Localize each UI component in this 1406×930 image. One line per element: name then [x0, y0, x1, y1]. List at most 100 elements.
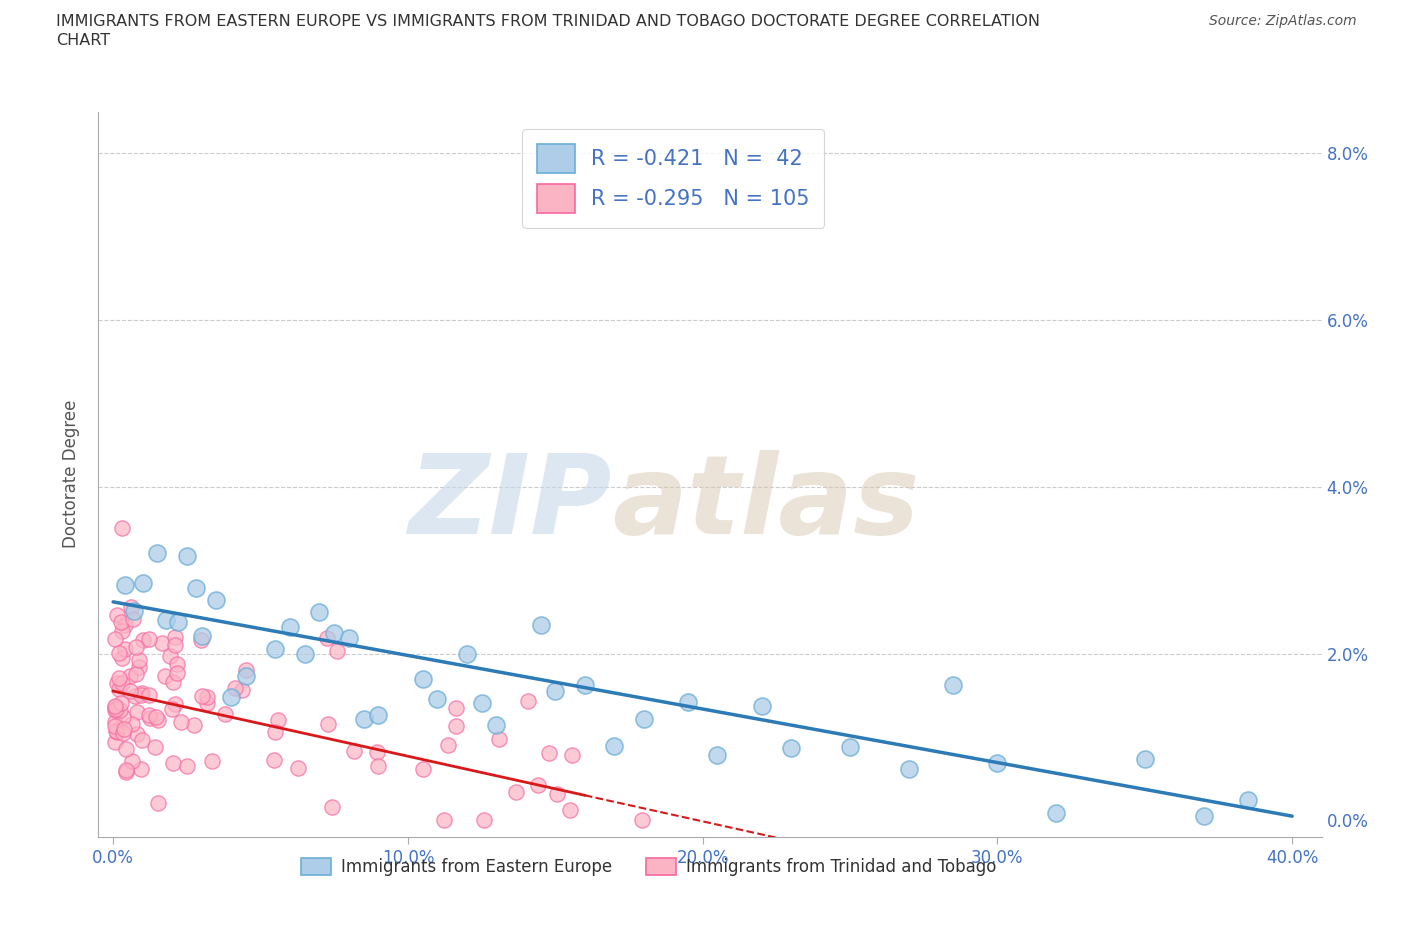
Point	[165, 638, 187, 653]
Point	[201, 753, 224, 768]
Point	[105, 724, 128, 738]
Point	[110, 675, 132, 690]
Point	[446, 700, 468, 715]
Point	[131, 685, 153, 700]
Point	[111, 710, 134, 724]
Point	[190, 632, 212, 647]
Point	[294, 646, 316, 661]
Point	[163, 697, 186, 711]
Point	[437, 737, 460, 752]
Point	[190, 628, 212, 643]
Point	[105, 607, 128, 622]
Point	[176, 549, 198, 564]
Point	[125, 667, 148, 682]
Point	[121, 754, 143, 769]
Point	[214, 707, 236, 722]
Point	[367, 759, 389, 774]
Point	[517, 694, 540, 709]
Point	[160, 701, 183, 716]
Point	[633, 711, 655, 726]
Point	[546, 786, 568, 801]
Point	[224, 681, 246, 696]
Point	[630, 813, 652, 828]
Point	[412, 671, 434, 686]
Point	[110, 696, 132, 711]
Point	[167, 615, 190, 630]
Point	[561, 748, 583, 763]
Point	[127, 705, 149, 720]
Point	[139, 711, 162, 725]
Point	[184, 580, 207, 595]
Text: atlas: atlas	[612, 450, 920, 557]
Point	[176, 759, 198, 774]
Point	[353, 711, 375, 726]
Point	[111, 624, 134, 639]
Point	[145, 710, 167, 724]
Point	[165, 630, 187, 644]
Point	[323, 626, 346, 641]
Point	[122, 612, 145, 627]
Point	[114, 578, 136, 592]
Point	[104, 631, 127, 646]
Point	[343, 743, 366, 758]
Point	[474, 813, 496, 828]
Point	[278, 619, 301, 634]
Point	[898, 762, 921, 777]
Point	[1045, 805, 1067, 820]
Point	[527, 778, 550, 793]
Point	[143, 740, 166, 755]
Point	[560, 802, 582, 817]
Point	[104, 735, 127, 750]
Point	[942, 678, 965, 693]
Point	[128, 660, 150, 675]
Point	[839, 739, 862, 754]
Point	[263, 724, 285, 739]
Point	[166, 666, 188, 681]
Point	[488, 732, 510, 747]
Point	[456, 647, 478, 662]
Point	[316, 631, 339, 645]
Text: CHART: CHART	[56, 33, 110, 47]
Point	[444, 719, 467, 734]
Point	[128, 652, 150, 667]
Point	[146, 795, 169, 810]
Point	[751, 698, 773, 713]
Point	[146, 713, 169, 728]
Point	[146, 545, 169, 560]
Point	[112, 722, 135, 737]
Point	[155, 613, 177, 628]
Point	[105, 675, 128, 690]
Point	[131, 688, 153, 703]
Text: IMMIGRANTS FROM EASTERN EUROPE VS IMMIGRANTS FROM TRINIDAD AND TOBAGO DOCTORATE : IMMIGRANTS FROM EASTERN EUROPE VS IMMIGR…	[56, 14, 1040, 29]
Point	[129, 762, 152, 777]
Point	[150, 636, 173, 651]
Point	[124, 640, 146, 655]
Point	[231, 683, 253, 698]
Point	[337, 631, 360, 645]
Point	[104, 698, 127, 713]
Point	[169, 714, 191, 729]
Point	[544, 684, 567, 698]
Point	[1192, 809, 1215, 824]
Point	[162, 674, 184, 689]
Point	[120, 600, 142, 615]
Point	[191, 688, 214, 703]
Point	[166, 657, 188, 671]
Point	[676, 695, 699, 710]
Point	[183, 717, 205, 732]
Point	[104, 699, 127, 714]
Point	[267, 712, 290, 727]
Point	[433, 813, 456, 828]
Point	[131, 632, 153, 647]
Point	[104, 718, 127, 733]
Point	[114, 618, 136, 632]
Point	[235, 669, 257, 684]
Point	[124, 688, 146, 703]
Point	[986, 756, 1008, 771]
Point	[131, 576, 153, 591]
Point	[110, 615, 132, 630]
Point	[131, 733, 153, 748]
Point	[263, 752, 285, 767]
Point	[122, 604, 145, 618]
Point	[111, 521, 134, 536]
